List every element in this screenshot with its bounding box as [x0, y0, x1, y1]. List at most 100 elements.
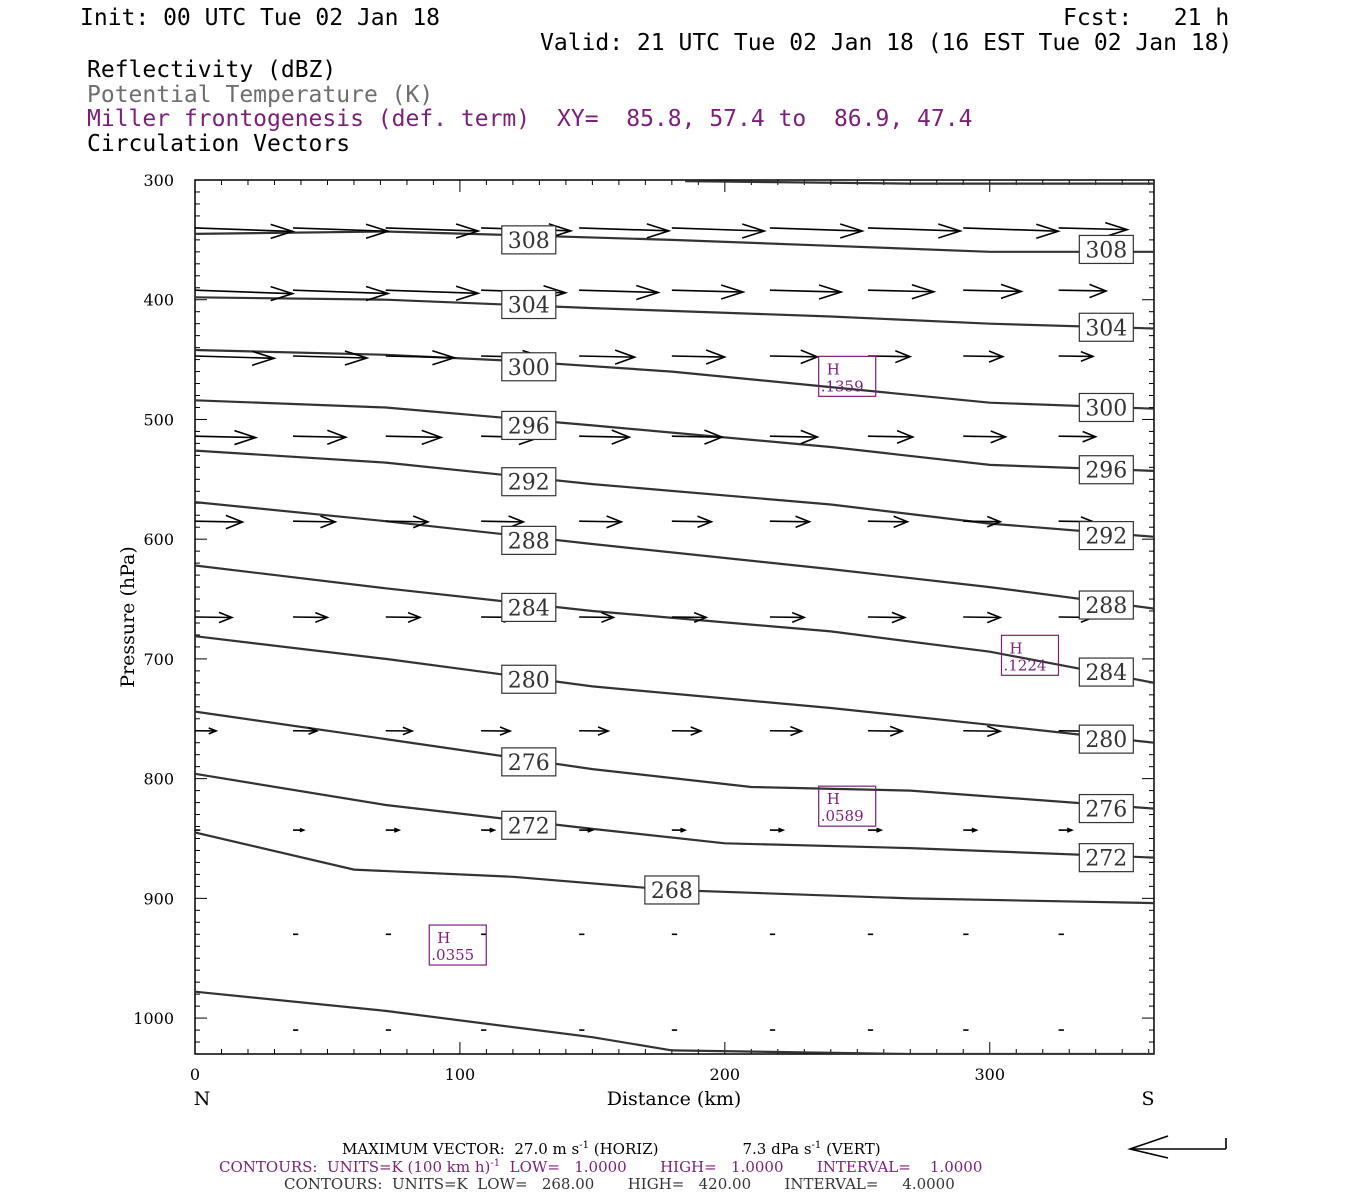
- vector-head: [601, 611, 616, 623]
- vector-shaft: [292, 227, 389, 233]
- circulation-vector: [867, 223, 963, 239]
- y-tick-label: 800: [143, 770, 174, 789]
- vector-shaft: [293, 435, 346, 439]
- circulation-vector: [963, 611, 1003, 624]
- vector-head: [697, 515, 714, 529]
- isentrope-label-text: 280: [508, 668, 550, 693]
- vector-head: [320, 515, 338, 529]
- circulation-vector: [1058, 350, 1096, 362]
- isentrope-label-box: [501, 747, 557, 777]
- isentrope-label-text: 292: [508, 471, 550, 496]
- field-frontogenesis: Miller frontogenesis (def. term): [87, 106, 531, 132]
- vector-shaft: [385, 520, 428, 523]
- vector-head: [800, 429, 820, 445]
- isentrope-label: 308: [501, 225, 557, 255]
- circulation-vector: [385, 223, 481, 239]
- vector-head: [720, 284, 746, 300]
- circulation-vector: [385, 827, 402, 833]
- circulation-vector: [671, 611, 709, 623]
- y-tick-label: 1000: [133, 1009, 174, 1028]
- frontogenesis-max-box: [818, 785, 877, 827]
- isentrope-300: [195, 348, 1154, 410]
- vector-head: [407, 611, 423, 623]
- vector-head: [597, 726, 611, 736]
- circulation-vector: [195, 285, 296, 302]
- vector-head: [986, 611, 1003, 624]
- vector-shaft: [671, 227, 765, 232]
- vector-head: [791, 611, 807, 623]
- vector-head: [990, 430, 1008, 444]
- circulation-vector: [1058, 221, 1130, 238]
- vector-head: [344, 350, 370, 366]
- circulation-vector: [579, 284, 661, 301]
- circulation-vector: [385, 285, 481, 302]
- isentrope-label-text: 272: [508, 814, 550, 839]
- vector-head: [587, 827, 595, 833]
- vector-shaft: [769, 355, 818, 358]
- y-axis-label: Pressure (hPa): [117, 546, 139, 688]
- y-tick-label: 900: [143, 889, 174, 908]
- circulation-vector: [867, 827, 884, 833]
- isentrope-label: 284: [501, 592, 557, 623]
- circulation-vector: [963, 223, 1061, 239]
- circulation-vector: [195, 514, 245, 530]
- isentrope-label-box: [501, 410, 557, 441]
- circulation-vector: [579, 827, 595, 833]
- vector-head: [299, 827, 306, 833]
- isentrope-308: [195, 230, 1154, 253]
- circulation-vector: [963, 283, 1024, 300]
- isentrope-label: 276: [1078, 793, 1134, 824]
- frontogenesis-max-label: H: [827, 360, 840, 378]
- isentrope-label-box: [501, 525, 557, 555]
- vector-shaft: [671, 289, 744, 293]
- x-end-label-north: N: [194, 1088, 211, 1110]
- circulation-vector: [671, 223, 767, 239]
- valid-time: Valid: 21 UTC Tue 02 Jan 18 (16 EST Tue …: [540, 30, 1233, 56]
- isentrope-label-text: 296: [508, 414, 550, 439]
- vector-head: [889, 725, 905, 737]
- circulation-vector: [579, 515, 624, 529]
- circulation-vector: [671, 349, 727, 365]
- footer-max-vector: MAXIMUM VECTOR: 27.0 m s-1 (HORIZ) 7.3 dP…: [342, 1140, 881, 1158]
- vector-head: [421, 429, 444, 446]
- circulation-vector: [385, 349, 457, 366]
- circulation-vector: [963, 515, 1003, 528]
- vector-shaft: [963, 289, 1022, 293]
- field-potential-temperature: Potential Temperature (K): [87, 82, 434, 108]
- vector-shaft: [579, 289, 659, 294]
- vector-head: [986, 515, 1003, 528]
- isentrope-label: 272: [1078, 843, 1134, 873]
- vector-head: [876, 827, 884, 833]
- isentrope-label-box: [1078, 234, 1134, 265]
- isentrope-label-box: [1078, 455, 1134, 485]
- isentrope-label: 292: [501, 467, 557, 497]
- vector-shaft: [579, 520, 622, 523]
- field-circulation-vectors: Circulation Vectors: [87, 131, 351, 157]
- vector-head: [1000, 283, 1024, 300]
- x-tick-labels: 0 100 200 300: [190, 1065, 1005, 1084]
- x-axis-label: Distance (km): [607, 1088, 742, 1110]
- isentrope-272: [195, 772, 1154, 859]
- isentrope-label-box: [1078, 793, 1134, 824]
- circulation-vector: [195, 611, 235, 624]
- vector-head: [225, 514, 245, 530]
- init-time: Init: 00 UTC Tue 02 Jan 18: [80, 5, 441, 31]
- isentrope-label-box: [1078, 392, 1134, 423]
- circulation-vector: [867, 429, 915, 444]
- vector-shaft: [769, 227, 863, 232]
- circulation-vector: [963, 827, 979, 833]
- x-tick-label: 300: [974, 1065, 1005, 1084]
- isentrope-label-text: 276: [1085, 798, 1127, 823]
- isentrope-label-box: [1078, 657, 1134, 687]
- isentrope-284: [195, 564, 1154, 684]
- circulation-vector: [867, 611, 907, 624]
- vector-shaft: [769, 520, 810, 523]
- vector-shaft: [963, 355, 1003, 358]
- isentrope-label-text: 300: [1085, 396, 1127, 421]
- circulation-vector: [769, 429, 820, 445]
- vector-shaft: [671, 520, 712, 523]
- vector-shaft: [195, 616, 232, 619]
- vector-head: [636, 284, 661, 301]
- isentrope-268: [195, 831, 1154, 905]
- isentrope-label-box: [501, 664, 557, 694]
